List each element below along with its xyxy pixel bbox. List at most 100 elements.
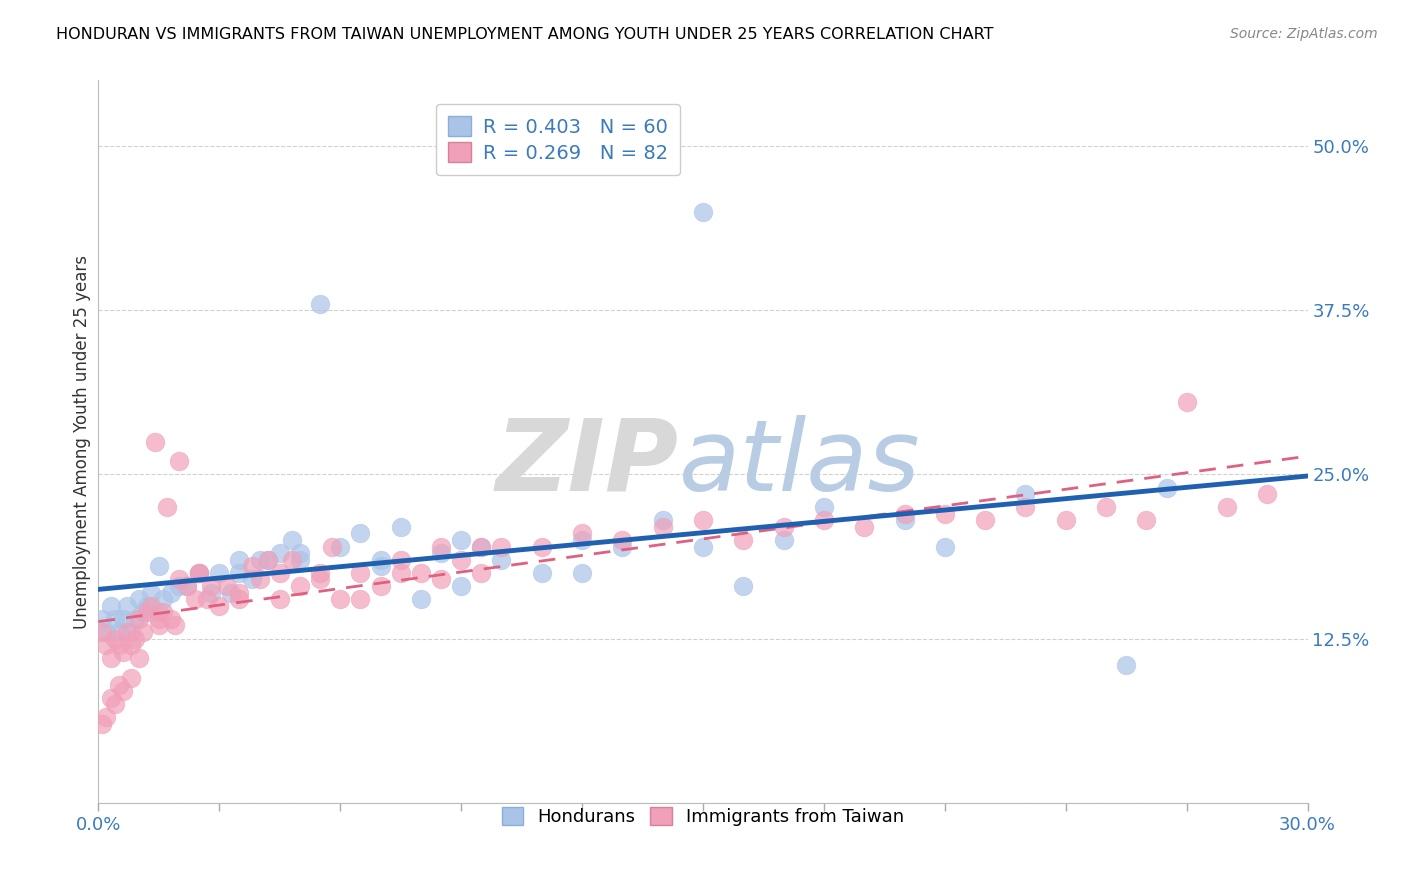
Point xyxy=(143,434,166,449)
Y-axis label: Unemployment Among Youth under 25 years: Unemployment Among Youth under 25 years xyxy=(73,254,91,629)
Point xyxy=(409,592,432,607)
Point xyxy=(349,526,371,541)
Point xyxy=(571,526,593,541)
Point xyxy=(139,585,162,599)
Point xyxy=(176,579,198,593)
Point xyxy=(160,585,183,599)
Point xyxy=(288,546,311,560)
Point xyxy=(124,612,146,626)
Point xyxy=(1175,395,1198,409)
Point xyxy=(772,520,794,534)
Point xyxy=(1095,500,1118,515)
Point xyxy=(156,500,179,515)
Text: HONDURAN VS IMMIGRANTS FROM TAIWAN UNEMPLOYMENT AMONG YOUTH UNDER 25 YEARS CORRE: HONDURAN VS IMMIGRANTS FROM TAIWAN UNEMP… xyxy=(56,27,994,42)
Point xyxy=(281,553,304,567)
Point xyxy=(107,677,129,691)
Point xyxy=(430,573,453,587)
Point xyxy=(370,559,392,574)
Point xyxy=(100,599,122,613)
Point xyxy=(256,553,278,567)
Point xyxy=(188,566,211,580)
Point xyxy=(103,612,125,626)
Point xyxy=(91,717,114,731)
Point xyxy=(692,513,714,527)
Point xyxy=(389,553,412,567)
Point xyxy=(148,559,170,574)
Point xyxy=(329,592,352,607)
Point xyxy=(120,638,142,652)
Legend: Hondurans, Immigrants from Taiwan: Hondurans, Immigrants from Taiwan xyxy=(491,796,915,837)
Point xyxy=(309,296,332,310)
Point xyxy=(208,566,231,580)
Point xyxy=(221,585,243,599)
Point xyxy=(281,533,304,547)
Point xyxy=(200,579,222,593)
Point xyxy=(370,579,392,593)
Point xyxy=(228,566,250,580)
Point xyxy=(195,592,218,607)
Point xyxy=(120,625,142,640)
Point xyxy=(269,592,291,607)
Point xyxy=(309,566,332,580)
Point xyxy=(934,540,956,554)
Point xyxy=(240,573,263,587)
Point xyxy=(128,651,150,665)
Point xyxy=(188,566,211,580)
Point xyxy=(288,553,311,567)
Point xyxy=(228,553,250,567)
Point xyxy=(152,592,174,607)
Point xyxy=(389,520,412,534)
Point xyxy=(733,533,755,547)
Point xyxy=(470,566,492,580)
Point xyxy=(200,585,222,599)
Point xyxy=(612,533,634,547)
Point xyxy=(530,566,553,580)
Point xyxy=(853,520,876,534)
Point xyxy=(813,500,835,515)
Text: atlas: atlas xyxy=(679,415,921,512)
Point xyxy=(612,540,634,554)
Point xyxy=(188,566,211,580)
Point xyxy=(208,599,231,613)
Point xyxy=(571,533,593,547)
Point xyxy=(228,592,250,607)
Point xyxy=(321,540,343,554)
Point xyxy=(240,559,263,574)
Point xyxy=(430,546,453,560)
Point xyxy=(135,605,157,619)
Text: Source: ZipAtlas.com: Source: ZipAtlas.com xyxy=(1230,27,1378,41)
Point xyxy=(450,579,472,593)
Point xyxy=(167,454,190,468)
Point xyxy=(491,540,513,554)
Point xyxy=(692,540,714,554)
Point xyxy=(450,533,472,547)
Point xyxy=(217,579,239,593)
Point xyxy=(135,599,157,613)
Point xyxy=(409,566,432,580)
Point xyxy=(160,612,183,626)
Point xyxy=(571,566,593,580)
Point xyxy=(148,618,170,632)
Point xyxy=(167,579,190,593)
Point xyxy=(651,513,673,527)
Point xyxy=(96,710,118,724)
Point xyxy=(249,573,271,587)
Point xyxy=(148,605,170,619)
Point xyxy=(96,625,118,640)
Point xyxy=(103,632,125,646)
Point xyxy=(132,605,155,619)
Point xyxy=(470,540,492,554)
Point xyxy=(107,638,129,652)
Point xyxy=(111,684,134,698)
Point xyxy=(692,204,714,219)
Point xyxy=(530,540,553,554)
Point xyxy=(111,612,134,626)
Point xyxy=(974,513,997,527)
Point xyxy=(115,599,138,613)
Point xyxy=(96,638,118,652)
Point xyxy=(120,671,142,685)
Point xyxy=(370,553,392,567)
Point xyxy=(1216,500,1239,515)
Point xyxy=(934,507,956,521)
Point xyxy=(167,573,190,587)
